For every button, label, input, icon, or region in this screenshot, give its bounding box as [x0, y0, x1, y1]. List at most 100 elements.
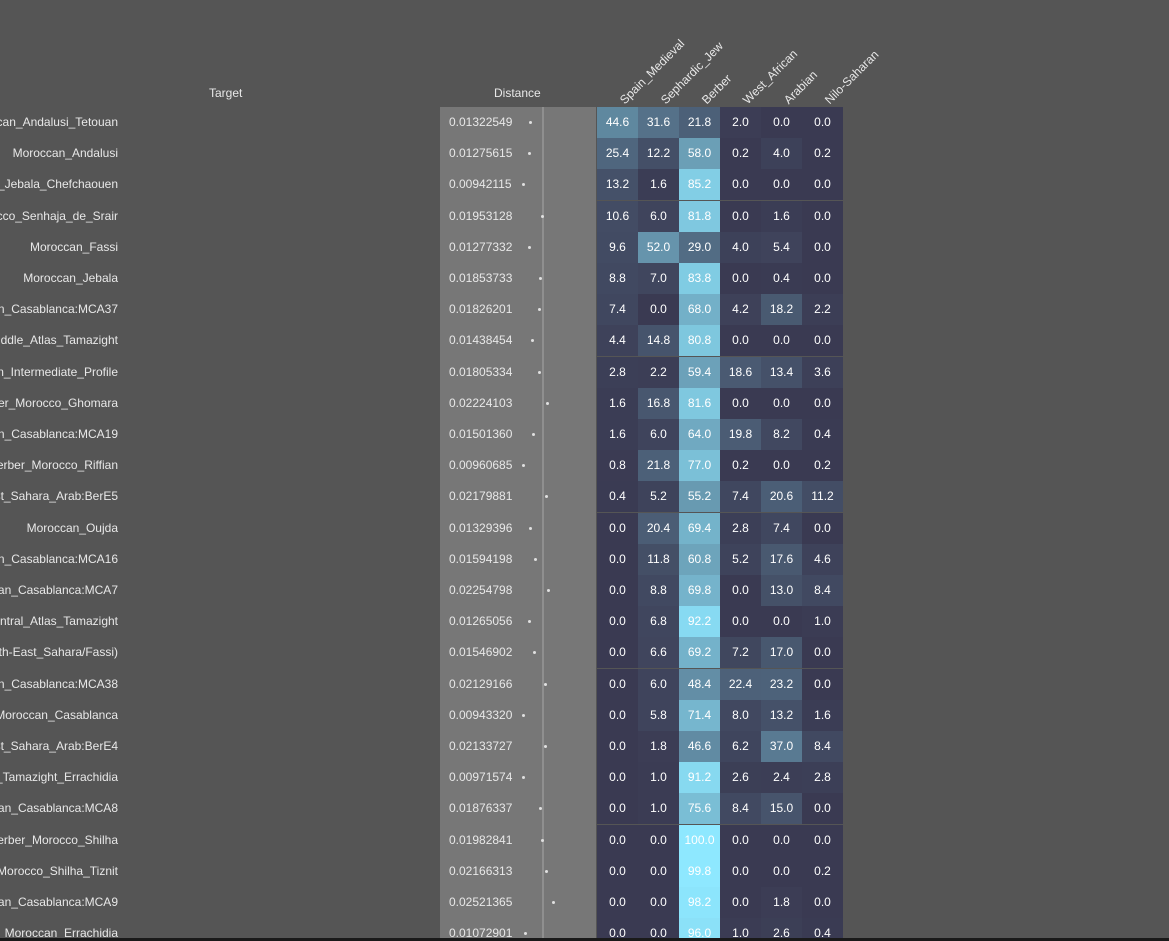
heatmap-cell-spain-medieval: 0.0 [597, 543, 638, 575]
distance-dot [522, 776, 526, 780]
distance-value: 0.01876337 [449, 801, 513, 816]
heatmap-cell-west-african: 6.2 [720, 731, 761, 762]
target-name: Moroccan_Andalusi [12, 146, 118, 161]
heatmap-cell-sephardic-jew: 5.8 [638, 699, 679, 731]
heatmap-cell-arabian: 7.4 [761, 512, 802, 544]
heatmap-cell-arabian: 15.0 [761, 793, 802, 825]
heatmap-cell-nilo-saharan: 0.0 [802, 512, 843, 544]
distance-dot [538, 308, 542, 312]
heatmap-cell-nilo-saharan: 0.2 [802, 138, 843, 170]
heatmap-cell-sephardic-jew: 52.0 [638, 231, 679, 263]
target-name: Moroccan_Fassi [29, 239, 118, 254]
heatmap-cell-berber: 21.8 [679, 107, 720, 138]
distance-column-header: Distance [494, 86, 541, 100]
heatmap-cell-west-african: 0.0 [720, 887, 761, 918]
heatmap-cell-spain-medieval: 0.0 [597, 606, 638, 638]
heatmap-cell-arabian: 1.6 [761, 200, 802, 232]
distance-value: 0.01501360 [449, 427, 513, 441]
target-name: Moroccan_Casablanca:MCA8 [0, 801, 118, 816]
heatmap-cell-sephardic-jew: 21.8 [638, 450, 679, 482]
heatmap-cell-nilo-saharan: 0.0 [802, 887, 843, 918]
table-row: Moroccan_Casablanca:MCA37 0.01826201 7.40.… [0, 294, 860, 326]
heatmap-cell-sephardic-jew: 2.2 [638, 356, 679, 388]
heatmap-cell-arabian: 4.0 [761, 138, 802, 170]
heatmap-cell-west-african: 0.0 [720, 387, 761, 419]
distance-value: 0.00971574 [449, 770, 513, 785]
distance-dot [521, 183, 525, 187]
distance-value: 0.01805334 [449, 364, 513, 379]
table-row: Wife_(South-East_Sahara/Fassi) 0.01546902… [0, 637, 860, 669]
table-row: Berber_Morocco_Eastern_Middle_Atlas_Tama… [0, 325, 860, 357]
heatmap-cell-berber: 99.8 [679, 855, 720, 887]
distance-value: 0.01275615 [449, 146, 513, 161]
heatmap-cell-west-african: 0.2 [720, 450, 761, 482]
heatmap-cell-berber: 46.6 [679, 731, 720, 762]
heatmap-cell-spain-medieval: 0.0 [597, 762, 638, 794]
target-name: Berber_Morocco_Shilha [0, 832, 118, 847]
table-row: Moroccan_Casablanca:MCA90.025213650.00.0… [0, 887, 860, 918]
heatmap-cell-spain-medieval: 0.0 [597, 887, 638, 918]
table-row: Moroccan_Casablanca:MCA380.021291660.06.… [0, 668, 860, 700]
distance-dot [546, 589, 550, 592]
table-row: Moroccan_Intermediate_Profile 0.01805334 2… [0, 356, 860, 388]
heatmap-cell-west-african: 0.0 [720, 606, 761, 638]
distance-value: 0.01826201 [449, 302, 513, 317]
target-name: South-East_Sahara_Arab:BerE5 [0, 489, 118, 504]
target-name: Moroccan_Casablanca:MCA9 [0, 895, 118, 909]
heatmap-cell-west-african: 4.2 [720, 294, 761, 326]
heatmap-cell-sephardic-jew: 1.8 [638, 731, 679, 762]
distance-dot [544, 682, 548, 686]
heatmap-cell-arabian: 0.0 [761, 855, 802, 887]
heatmap-cell-nilo-saharan: 8.4 [802, 731, 843, 762]
distance-value: 0.01438454 [449, 333, 513, 348]
heatmap-cell-nilo-saharan: 3.6 [802, 356, 843, 388]
heatmap-cell-west-african: 0.0 [720, 855, 761, 887]
heatmap-cell-sephardic-jew: 6.0 [638, 200, 679, 232]
target-name: Berber_Morocco_Riffian [0, 458, 118, 473]
heatmap-cell-sephardic-jew: 5.2 [638, 481, 679, 513]
distance-value: 0.02254798 [449, 583, 513, 597]
heatmap-cell-spain-medieval: 0.4 [597, 481, 638, 513]
heatmap-cell-spain-medieval: 0.0 [597, 855, 638, 887]
heatmap-cell-berber: 58.0 [679, 138, 720, 170]
heatmap-cell-berber: 85.2 [679, 169, 720, 201]
table-row: Moroccan_Fassi 0.01277332 9.6 52.0 29.0 4.0 5.… [0, 231, 860, 263]
heatmap-cell-west-african: 0.0 [720, 575, 761, 606]
table-row: Berber_Morocco_Riffian 0.00960685 0.8 21.8 7… [0, 450, 860, 482]
heatmap-cell-sephardic-jew: 12.2 [638, 138, 679, 170]
heatmap-cell-berber: 60.8 [679, 543, 720, 575]
heatmap-cell-arabian: 0.0 [761, 107, 802, 138]
heatmap-cell-west-african: 5.2 [720, 543, 761, 575]
table-row: Moroccan_Jebala 0.01853733 8.8 7.0 83.8 0.0 0.… [0, 263, 860, 294]
target-name: Moroccan_Casablanca:MCA16 [0, 551, 118, 566]
distance-dot [540, 214, 544, 218]
heatmap-cell-arabian: 2.4 [761, 762, 802, 794]
target-name: Moroccan_Casablanca:MCA19 [0, 427, 118, 441]
distance-dot [533, 651, 537, 655]
heatmap-cell-west-african: 7.2 [720, 637, 761, 669]
table-row: Moroccan_Casablanca:MCA80.018763370.01.0… [0, 793, 860, 825]
heatmap-cell-spain-medieval: 9.6 [597, 231, 638, 263]
heatmap-cell-nilo-saharan: 4.6 [802, 543, 843, 575]
heatmap-cell-nilo-saharan: 0.0 [802, 637, 843, 669]
table-row: Moroccan_Casablanca:MCA16 0.01594198 0.011… [0, 543, 860, 575]
table-row: Moroccan_Casablanca:MCA70.022547980.08.8… [0, 575, 860, 606]
heatmap-cell-west-african: 0.0 [720, 200, 761, 232]
bottom-border [0, 938, 1169, 941]
heatmap-cell-west-african: 18.6 [720, 356, 761, 388]
heatmap-cell-nilo-saharan: 0.2 [802, 855, 843, 887]
heatmap-cell-arabian: 37.0 [761, 731, 802, 762]
table-row: South-East_Sahara_Arab:BerE4 0.02133727 0.… [0, 731, 860, 762]
target-name: Berber_Morocco_Eastern_Middle_Atlas_Tama… [0, 333, 118, 348]
table-row: Moroccan_Errachidia 0.01072901 0.0 0.0 96.0 1… [0, 918, 860, 941]
heatmap-cell-arabian: 0.0 [761, 387, 802, 419]
heatmap-cell-spain-medieval: 1.6 [597, 419, 638, 450]
heatmap-cell-nilo-saharan: 2.8 [802, 762, 843, 794]
distance-dot [539, 807, 543, 811]
target-name: Moroccan_Casablanca:MCA38 [0, 676, 118, 691]
table-row: Moroccan_Jebala_Chefchaouen 0.00942115 13.… [0, 169, 860, 201]
heatmap-cell-sephardic-jew: 6.6 [638, 637, 679, 669]
heatmap-cell-sephardic-jew: 14.8 [638, 325, 679, 357]
heatmap-cell-arabian: 0.0 [761, 450, 802, 482]
heatmap-cell-arabian: 5.4 [761, 231, 802, 263]
